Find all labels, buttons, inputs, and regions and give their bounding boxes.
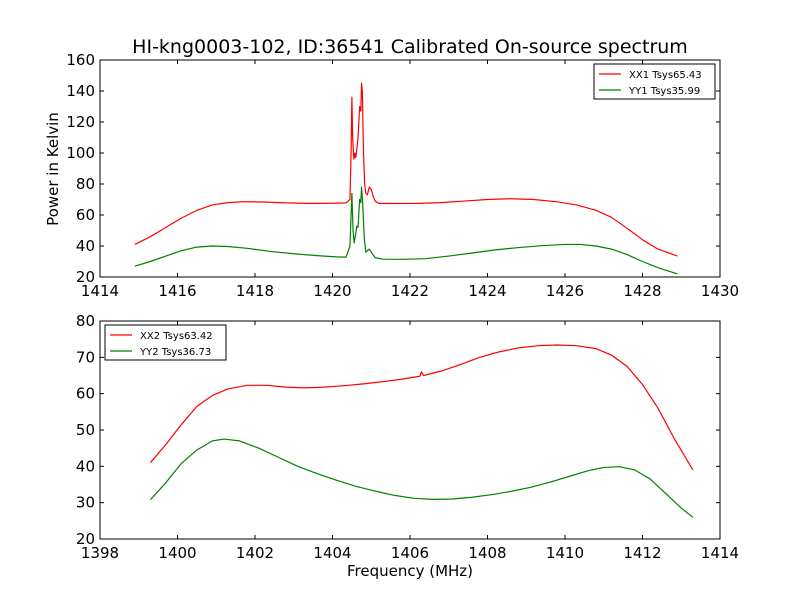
legend-label: XX1 Tsys65.43 (629, 70, 702, 81)
y-tick-label: 20 (76, 268, 95, 286)
legend: XX2 Tsys63.42 YY2 Tsys36.73 (104, 324, 227, 361)
y-tick-label: 160 (66, 51, 95, 69)
legend-label: XX2 Tsys63.42 (140, 331, 213, 342)
legend-label: YY2 Tsys36.73 (139, 347, 211, 358)
series-line-yy2 (149, 438, 694, 518)
series-line-xx2 (149, 344, 694, 471)
x-tick-label: 1414 (701, 544, 739, 562)
top-chart-axes: 1414 1416 1418 1420 1422 1424 1426 1428 1430 20 40… (66, 51, 739, 300)
x-tick-label: 1422 (391, 282, 429, 300)
legend-box (104, 324, 227, 361)
y-tick-label: 120 (66, 113, 95, 131)
x-tick-label: 1416 (158, 282, 196, 300)
x-tick-label: 1424 (468, 282, 506, 300)
x-tick-label: 1398 (81, 544, 119, 562)
series-line-yy1 (134, 186, 678, 275)
x-tick-label: 1410 (546, 544, 584, 562)
top-y-axis-label: Power in Kelvin (44, 112, 62, 226)
x-tick-label: 1402 (236, 544, 274, 562)
x-tick-label: 1408 (468, 544, 506, 562)
y-tick-label: 50 (76, 421, 95, 439)
x-tick-label: 1400 (158, 544, 196, 562)
y-tick-label: 140 (66, 82, 95, 100)
y-tick-label: 60 (76, 206, 95, 224)
legend-box (593, 63, 716, 100)
y-tick-label: 80 (76, 175, 95, 193)
y-tick-label: 80 (76, 312, 95, 330)
x-tick-label: 1412 (623, 544, 661, 562)
chart-title: HI-kng0003-102, ID:36541 Calibrated On-s… (132, 36, 688, 58)
legend: XX1 Tsys65.43 YY1 Tsys35.99 (593, 63, 716, 100)
y-tick-label: 40 (76, 457, 95, 475)
series-line-xx1 (134, 82, 678, 257)
x-tick-label: 1426 (546, 282, 584, 300)
y-tick-label: 100 (66, 144, 95, 162)
x-tick-label: 1414 (81, 282, 119, 300)
y-tick-label: 30 (76, 494, 95, 512)
x-tick-label: 1420 (313, 282, 351, 300)
y-tick-label: 20 (76, 530, 95, 548)
x-tick-label: 1428 (623, 282, 661, 300)
x-tick-label: 1406 (391, 544, 429, 562)
x-tick-label: 1430 (701, 282, 739, 300)
x-tick-label: 1418 (236, 282, 274, 300)
legend-label: YY1 Tsys35.99 (628, 86, 700, 97)
y-tick-label: 40 (76, 237, 95, 255)
bottom-x-axis-label: Frequency (MHz) (347, 562, 473, 580)
x-tick-label: 1404 (313, 544, 351, 562)
y-tick-label: 60 (76, 385, 95, 403)
y-tick-label: 70 (76, 348, 95, 366)
bottom-chart-axes: 1398 1400 1402 1404 1406 1408 1410 1412 1414 20 30… (76, 312, 739, 562)
